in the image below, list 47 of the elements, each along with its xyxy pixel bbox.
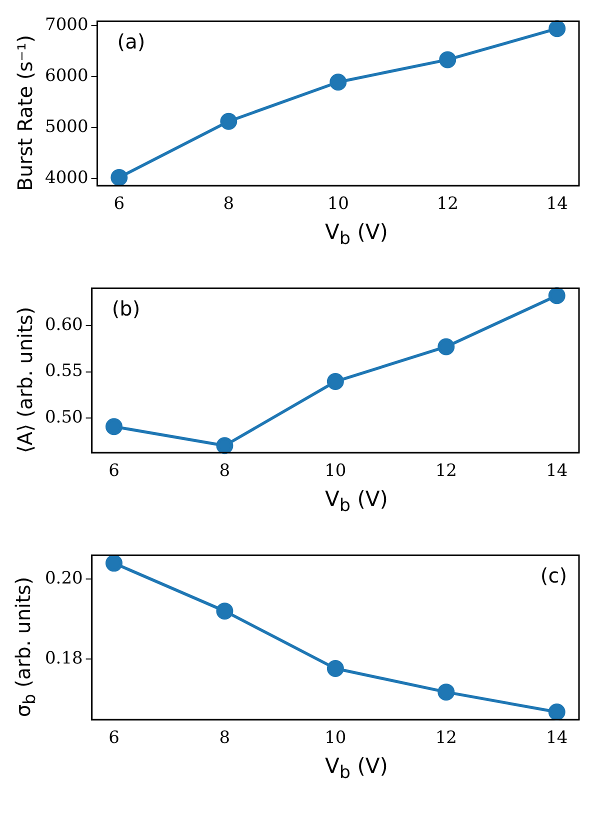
point xyxy=(439,51,456,68)
point xyxy=(548,704,566,721)
x-tick-label: 8 xyxy=(219,461,230,482)
x-tick-label: 14 xyxy=(546,461,568,482)
y-tick-label: 5000 xyxy=(45,116,88,137)
point xyxy=(216,602,234,620)
point xyxy=(220,112,238,130)
annotation: (c) xyxy=(540,564,567,588)
y-tick-label: 0.60 xyxy=(44,314,83,335)
point xyxy=(330,74,347,91)
y-axis-title: Burst Rate (s⁻¹) xyxy=(13,34,37,192)
x-tick-label: 6 xyxy=(108,728,120,749)
point xyxy=(326,660,344,678)
y-tick-label: 7000 xyxy=(45,14,88,35)
x-tick-label: 8 xyxy=(223,194,234,214)
point xyxy=(105,418,122,436)
x-tick-label: 14 xyxy=(546,728,568,749)
y-tick-label: 4000 xyxy=(45,168,88,188)
y-axis-title: ⟨A⟩ (arb. units) xyxy=(13,307,37,454)
y-tick-label: 6000 xyxy=(45,66,88,86)
annotation: (a) xyxy=(117,29,146,54)
x-axis-title: V$_{b}$ (V) xyxy=(324,486,389,518)
point xyxy=(216,437,234,454)
x-tick-label: 8 xyxy=(219,728,230,749)
point xyxy=(438,338,455,356)
y-tick-label: 0.18 xyxy=(44,648,83,669)
x-tick-label: 12 xyxy=(435,461,457,482)
point xyxy=(438,684,455,701)
x-tick-label: 10 xyxy=(324,728,346,749)
point xyxy=(548,20,566,38)
annotation: (b) xyxy=(112,296,140,321)
point xyxy=(326,373,344,390)
y-tick-label: 0.50 xyxy=(44,408,83,428)
x-tick-label: 12 xyxy=(435,728,457,749)
x-axis-title: V$_{b}$ (V) xyxy=(324,219,389,252)
x-tick-label: 6 xyxy=(108,461,120,482)
x-tick-label: 10 xyxy=(327,194,349,214)
x-tick-label: 10 xyxy=(324,461,346,482)
x-tick-label: 6 xyxy=(114,194,125,214)
x-axis-title: V$_{b}$ (V) xyxy=(324,753,389,786)
y-tick-label: 0.20 xyxy=(44,568,83,589)
y-tick-label: 0.55 xyxy=(44,361,83,382)
point xyxy=(105,555,122,572)
point xyxy=(548,287,566,304)
x-tick-label: 14 xyxy=(546,194,568,214)
point xyxy=(110,168,128,186)
x-tick-label: 12 xyxy=(436,194,458,214)
